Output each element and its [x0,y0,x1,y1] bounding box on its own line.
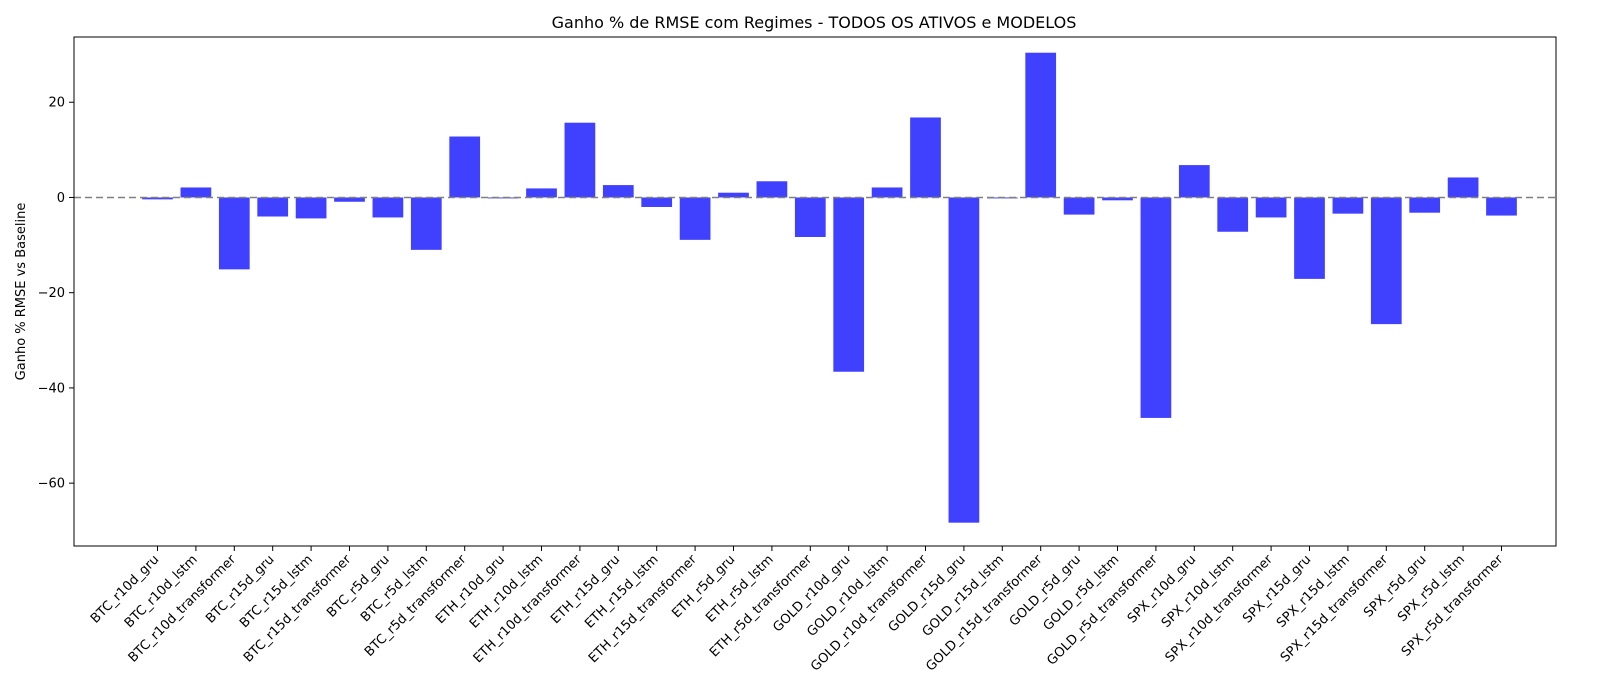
bar-BTC_r5d_transformer [449,136,481,198]
bar-GOLD_r5d_transformer [1140,197,1172,418]
bars-group [142,52,1517,523]
bar-ETH_r15d_transformer [679,197,711,240]
bar-BTC_r15d_gru [257,197,289,217]
bar-BTC_r10d_gru [142,197,173,200]
bar-SPX_r15d_lstm [1332,197,1364,214]
bar-BTC_r5d_gru [372,197,404,218]
bar-ETH_r10d_transformer [564,122,596,198]
bar-SPX_r10d_transformer [1255,197,1287,218]
bar-SPX_r15d_transformer [1370,197,1402,325]
bar-GOLD_r10d_gru [833,197,865,372]
bar-GOLD_r15d_gru [948,197,980,523]
y-tick-label: −20 [38,286,65,301]
chart-title: Ganho % de RMSE com Regimes - TODOS OS A… [552,13,1077,32]
x-tick-label: SPX_r5d_lstm [1395,552,1468,625]
bar-BTC_r10d_transformer [218,197,250,270]
bar-BTC_r5d_lstm [410,197,442,250]
bar-ETH_r5d_gru [718,192,749,198]
y-tick-label: 20 [48,96,65,111]
x-tick-label: ETH_r15d_gru [548,552,623,627]
bar-ETH_r15d_gru [602,185,634,198]
bar-SPX_r5d_transformer [1486,197,1517,216]
bar-GOLD_r5d_lstm [1102,197,1133,201]
x-axis: BTC_r10d_gruBTC_r10d_lstmBTC_r10d_transf… [88,546,1507,674]
y-axis: −60 −40 −20 0 20 [38,96,74,492]
y-tick-label: 0 [57,191,65,206]
bar-ETH_r5d_lstm [756,181,788,198]
bar-SPX_r5d_lstm [1447,177,1479,198]
bar-SPX_r5d_gru [1409,197,1441,213]
x-tick-label: ETH_r5d_lstm [703,552,777,626]
bar-SPX_r10d_lstm [1217,197,1249,232]
bar-BTC_r15d_lstm [295,197,327,219]
bar-BTC_r10d_lstm [180,187,212,198]
x-tick-label: BTC_r10d_gru [88,552,162,626]
bar-ETH_r5d_transformer [794,197,826,237]
bar-GOLD_r15d_transformer [1025,52,1057,198]
x-tick-label: BTC_r5d_lstm [358,552,431,625]
x-tick-label: SPX_r15d_gru [1240,552,1314,626]
y-tick-label: −40 [38,381,65,396]
y-axis-label: Ganho % RMSE vs Baseline [14,203,29,381]
plot-frame [73,36,1557,547]
y-tick-label: −60 [38,477,65,492]
x-tick-label: BTC_r15d_gru [203,552,277,626]
bar-ETH_r15d_lstm [641,197,673,207]
x-tick-label: SPX_r10d_gru [1125,552,1199,626]
bar-GOLD_r10d_transformer [910,117,941,198]
bar-ETH_r10d_lstm [526,188,557,198]
bar-SPX_r10d_gru [1178,165,1210,198]
x-tick-label: ETH_r10d_gru [433,552,508,627]
bar-SPX_r15d_gru [1294,197,1325,279]
bar-GOLD_r10d_lstm [871,187,903,198]
bar-GOLD_r5d_gru [1063,197,1095,215]
bar-BTC_r15d_transformer [334,197,365,202]
